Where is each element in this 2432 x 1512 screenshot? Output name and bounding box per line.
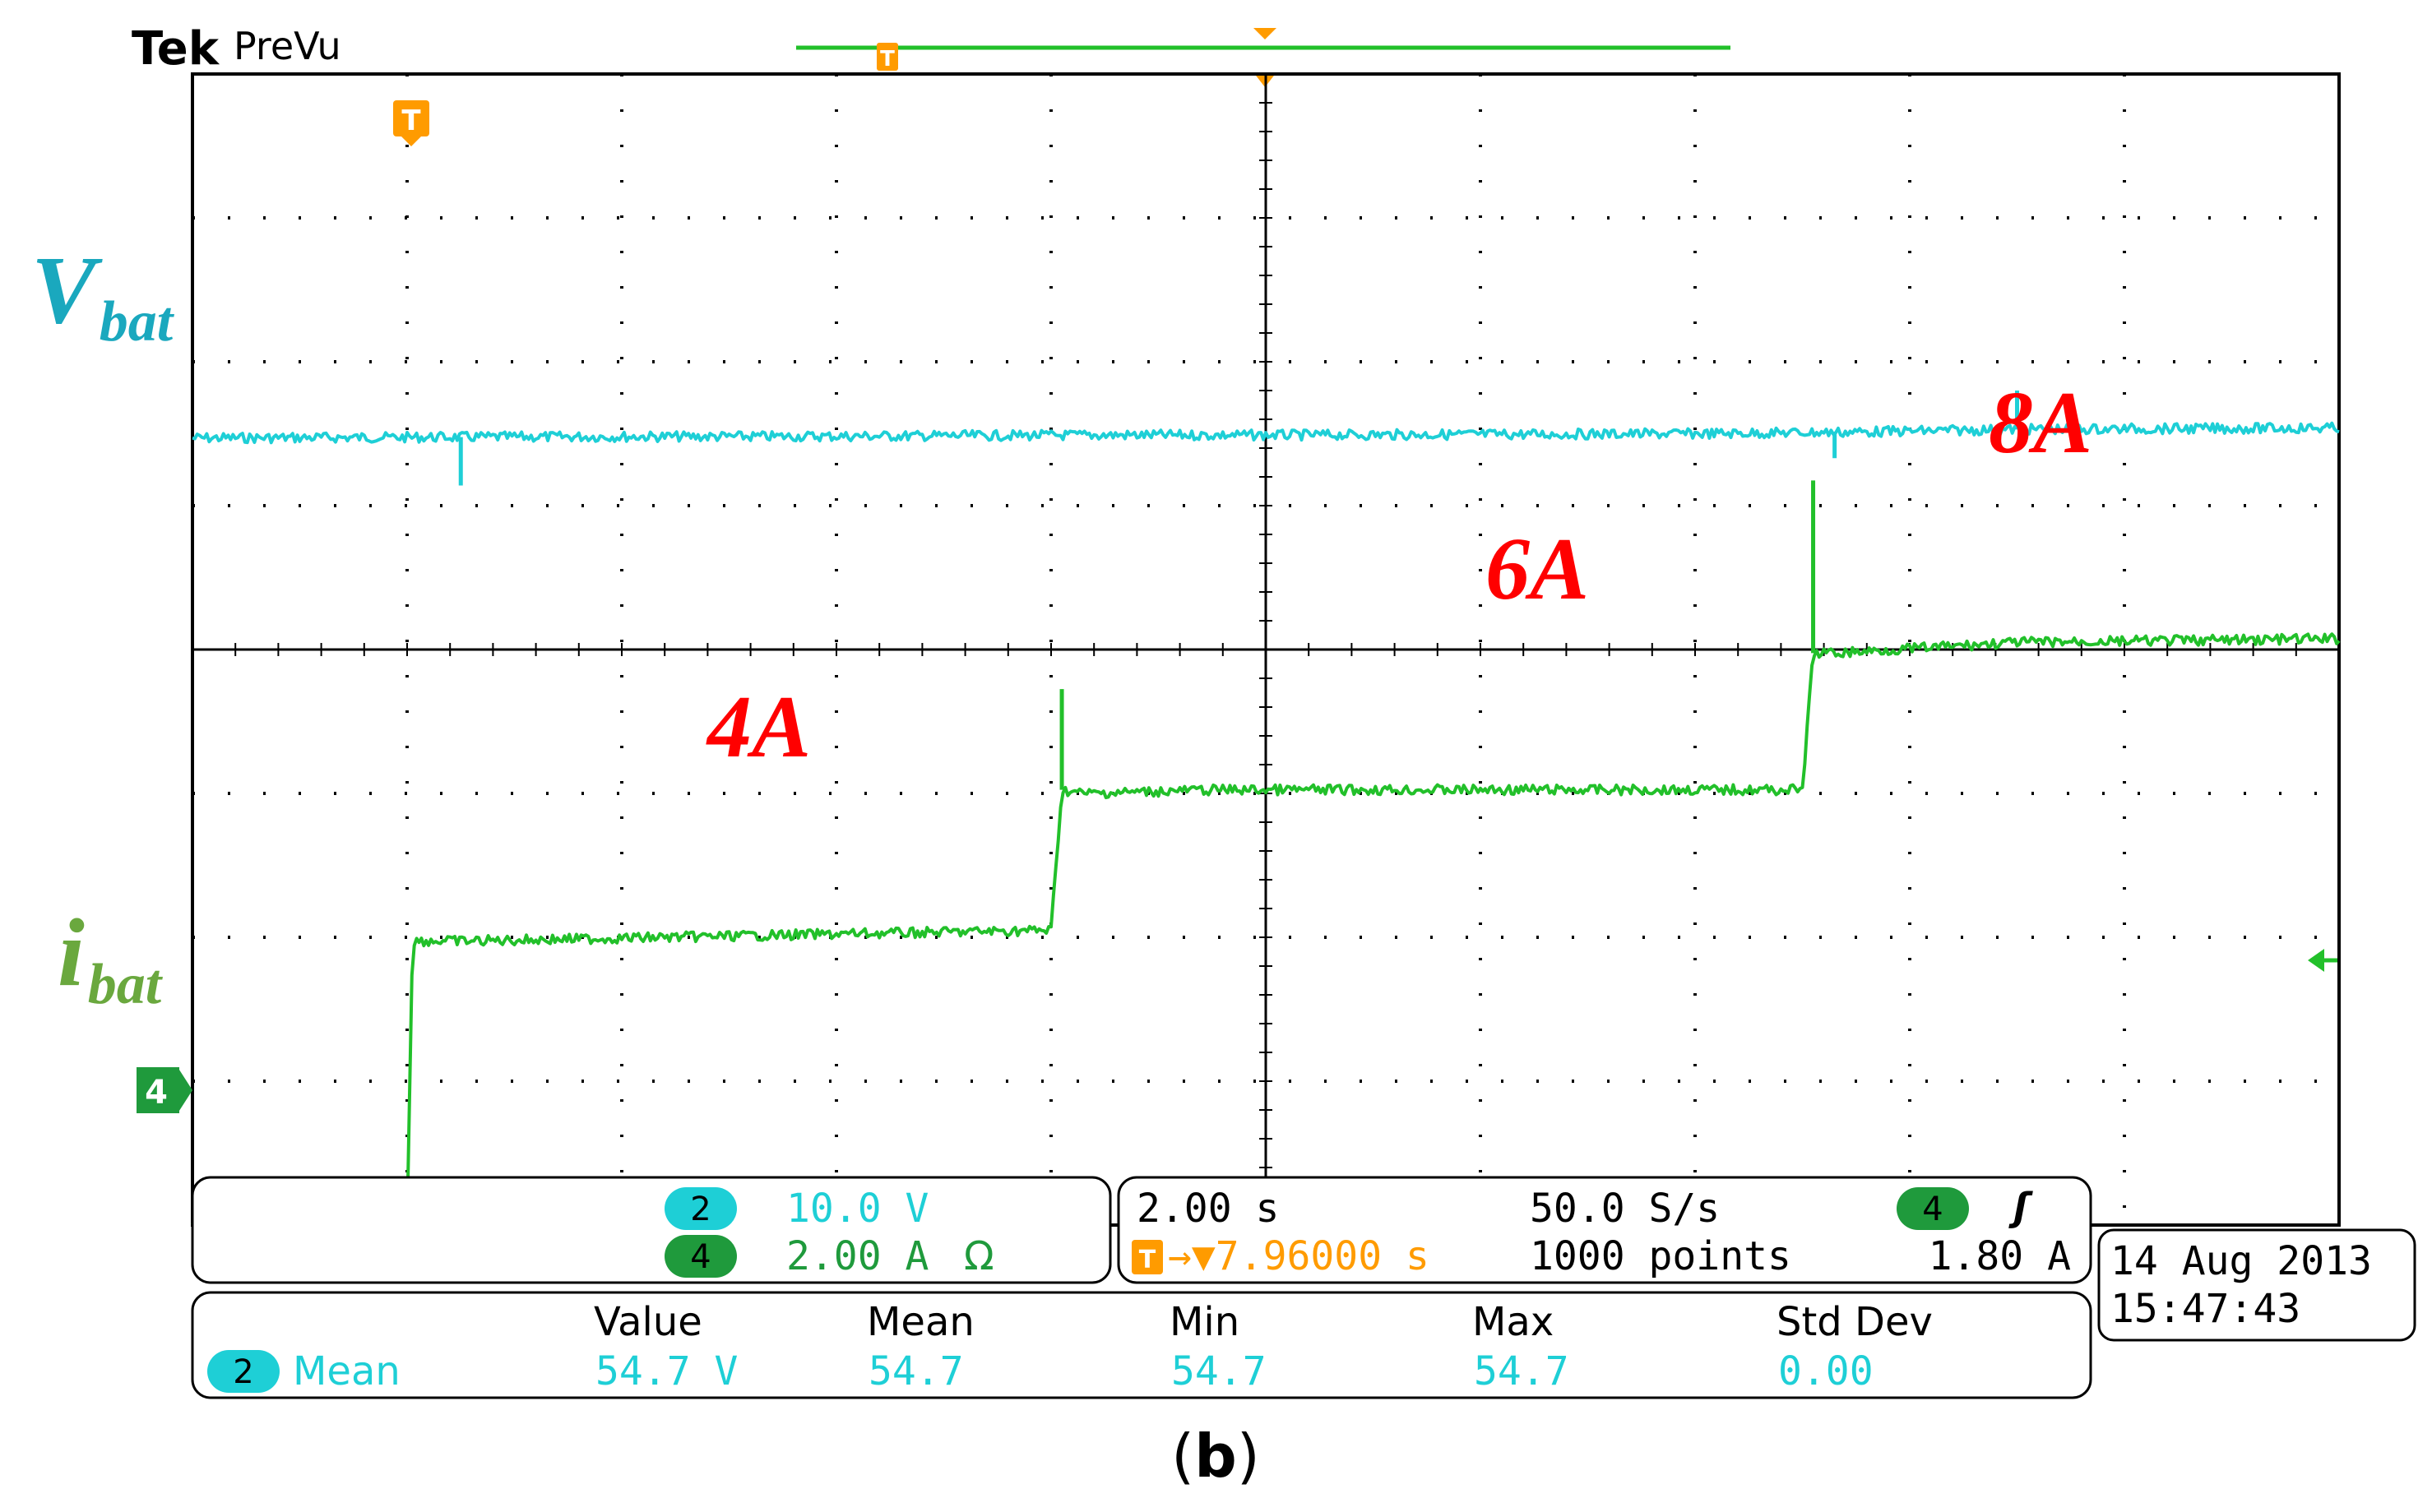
svg-text:T: T xyxy=(1139,1246,1156,1274)
channel-readout-box xyxy=(191,1176,1112,1284)
svg-text:T: T xyxy=(880,47,895,72)
meas-value: 54.7 V xyxy=(595,1348,738,1394)
meas-ch2-badge: 2 xyxy=(207,1350,280,1393)
meas-header-mean: Mean xyxy=(867,1299,975,1345)
vbat-trace xyxy=(192,391,2340,486)
ch2-badge: 2 xyxy=(665,1187,737,1230)
svg-text:4: 4 xyxy=(1922,1191,1943,1228)
ibat-series-line xyxy=(191,632,2341,1228)
time-per-div: 2.00 s xyxy=(1137,1186,1279,1232)
record-length: 1000 points xyxy=(1530,1233,1791,1279)
ch4-badge: 4 xyxy=(665,1235,737,1278)
trigger-time: →▼7.96000 s xyxy=(1168,1233,1429,1279)
graticule-grid xyxy=(192,73,2340,1226)
meas-header-value: Value xyxy=(594,1299,702,1345)
meas-min: 54.7 xyxy=(1171,1348,1267,1394)
meas-stddev: 0.00 xyxy=(1778,1348,1874,1394)
screen-trigger-marker: T xyxy=(393,100,429,146)
date-text: 14 Aug 2013 xyxy=(2110,1238,2372,1284)
trigger-source-badge: 4 xyxy=(1897,1187,1969,1230)
svg-text:4: 4 xyxy=(145,1074,168,1112)
annotation-4a: 4A xyxy=(706,678,811,776)
sample-rate: 50.0 S/s xyxy=(1530,1186,1720,1232)
ch4-ground-marker: 4 xyxy=(137,1067,192,1113)
annotation-8a: 8A xyxy=(1989,374,2092,472)
brand-text: Tek xyxy=(132,22,220,76)
timebase-readout-box xyxy=(1117,1176,2092,1284)
svg-text:4: 4 xyxy=(690,1238,711,1276)
vbat-label: Vbat xyxy=(31,236,175,354)
time-text: 15:47:43 xyxy=(2110,1286,2300,1332)
figure-caption: (b) xyxy=(1171,1422,1260,1491)
meas-header-stddev: Std Dev xyxy=(1777,1299,1933,1345)
datetime-box xyxy=(2097,1228,2416,1342)
ohm-icon: Ω xyxy=(964,1233,994,1279)
svg-text:2: 2 xyxy=(233,1353,253,1391)
measurement-box xyxy=(191,1291,2092,1399)
trigger-level-arrow-icon xyxy=(2308,949,2337,972)
meas-row-label: Mean xyxy=(293,1348,401,1394)
ch2-scale: 10.0 V xyxy=(786,1186,929,1232)
meas-max: 54.7 xyxy=(1474,1348,1569,1394)
annotation-6a: 6A xyxy=(1485,520,1589,618)
trigger-position-marker-top xyxy=(1253,28,1276,39)
mode-text: PreVu xyxy=(234,24,341,68)
meas-header-max: Max xyxy=(1472,1299,1554,1345)
ch4-scale: 2.00 A xyxy=(786,1233,929,1279)
ibat-trace xyxy=(191,480,2341,1228)
svg-text:T: T xyxy=(401,104,421,137)
trigger-time-icon: T xyxy=(1132,1240,1163,1274)
meas-mean: 54.7 xyxy=(869,1348,964,1394)
vbat-series-line xyxy=(192,421,2340,445)
record-trigger-marker: T xyxy=(877,43,898,72)
ibat-label: ibat xyxy=(58,899,164,1016)
svg-text:2: 2 xyxy=(690,1191,711,1228)
meas-header-min: Min xyxy=(1170,1299,1239,1345)
trigger-level: 1.80 A xyxy=(1929,1233,2071,1279)
